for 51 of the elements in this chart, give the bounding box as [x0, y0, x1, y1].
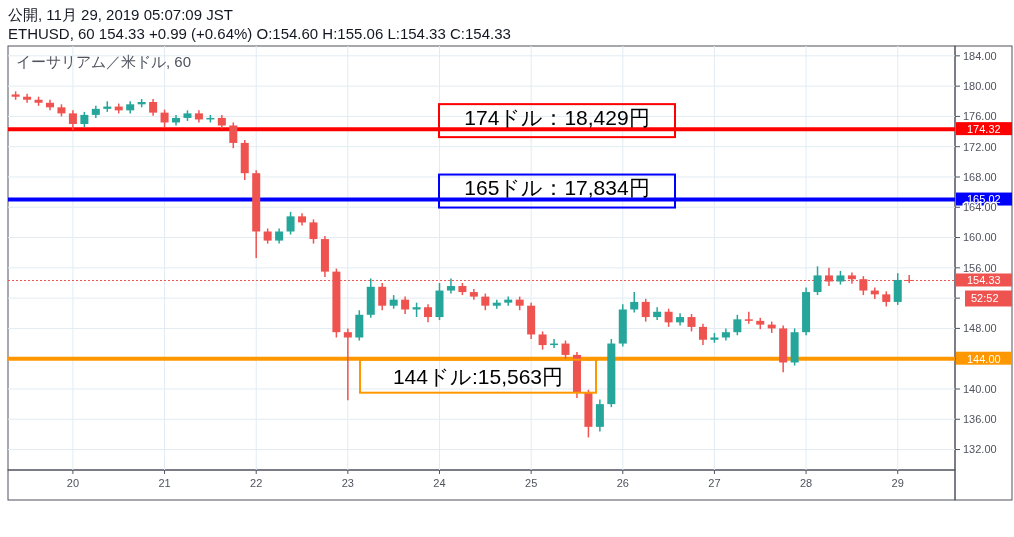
candlestick: [286, 211, 295, 236]
y-tick-label: 148.00: [963, 322, 997, 335]
candlestick: [893, 272, 902, 306]
y-tick-label: 140.00: [963, 382, 997, 395]
x-tick-label: 27: [708, 477, 721, 489]
y-tick-label: 136.00: [963, 413, 997, 426]
candlestick: [68, 109, 77, 131]
candlestick: [229, 121, 238, 149]
candlestick: [309, 218, 318, 245]
candlestick: [630, 291, 639, 314]
candlestick: [538, 330, 547, 351]
y-tick-label: 132.00: [963, 443, 997, 456]
x-tick-label: 29: [891, 477, 904, 489]
ref-line-label: 174ドル：18,429円: [464, 105, 650, 129]
x-tick-label: 28: [799, 477, 813, 489]
x-tick-label: 26: [616, 477, 629, 489]
candlestick: [698, 323, 707, 346]
candlestick: [813, 265, 822, 296]
y-tick-label: 168.00: [963, 170, 997, 183]
x-tick-label: 24: [433, 477, 446, 489]
candlestick: [664, 307, 673, 328]
candlestick: [561, 339, 570, 361]
ref-line-label: 144ドル:15,563円: [392, 364, 564, 388]
x-tick-label: 23: [341, 477, 354, 489]
annotation: イーサリアム／米ドル, 60: [16, 53, 192, 70]
candlestick: [641, 298, 650, 323]
candlestick: [595, 398, 604, 433]
candlestick: [378, 282, 387, 311]
chart-title: 公開, 11月 29, 2019 05:07:09 JST: [8, 6, 233, 23]
ref-line-label: 165ドル：17,834円: [464, 176, 650, 200]
candlestick: [446, 277, 455, 295]
y-tick-label: 160.00: [963, 231, 997, 244]
y-tick-label: 172.00: [963, 140, 997, 153]
x-tick-label: 21: [158, 477, 171, 489]
chart-subtitle: ETHUSD, 60 154.33 +0.99 (+0.64%) O:154.60 H:155.06 L:154.33 C:154.33: [8, 25, 511, 42]
y-tick-label: 156.00: [963, 261, 997, 274]
x-tick-label: 20: [66, 477, 80, 489]
candlestick: [424, 303, 433, 324]
text: 144.00: [967, 352, 1001, 365]
text: 52:52: [971, 292, 999, 305]
candlestick: [343, 327, 352, 402]
x-tick-label: 22: [250, 477, 263, 489]
candlestick: [733, 314, 742, 336]
text: 154.33: [967, 274, 1001, 287]
candlestick: [355, 309, 364, 342]
y-tick-label: 176.00: [963, 110, 997, 123]
candlestick: [744, 311, 753, 325]
text: 174.32: [967, 122, 1001, 135]
y-tick-label: 180.00: [963, 79, 997, 92]
y-tick-label: 184.00: [963, 49, 997, 62]
x-tick-label: 25: [525, 477, 538, 489]
